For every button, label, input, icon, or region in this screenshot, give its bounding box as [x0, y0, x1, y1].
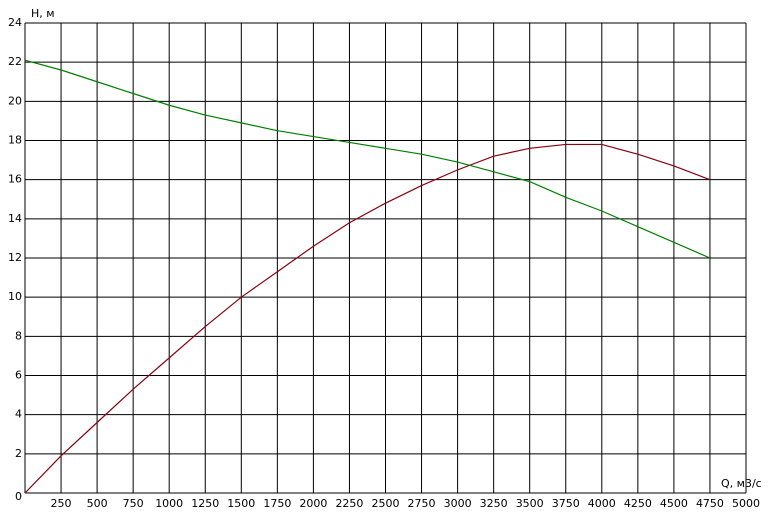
x-axis-label: Q, м3/с: [721, 477, 762, 490]
line-series: [24, 143, 711, 494]
y-tick-label: 18: [8, 134, 22, 147]
y-tick-label: 10: [8, 290, 22, 303]
y-tick-label: 16: [8, 173, 22, 186]
y-tick-label: 20: [8, 94, 22, 107]
x-tick-label: 4250: [624, 497, 652, 510]
y-tick-label: 12: [8, 251, 22, 264]
x-tick-label: 4750: [696, 497, 724, 510]
y-tick-label: 24: [8, 16, 22, 29]
y-tick-label: 0: [15, 490, 22, 503]
x-tick-label: 3500: [516, 497, 544, 510]
y-tick-label: 22: [8, 55, 22, 68]
y-tick-label: 4: [15, 408, 22, 421]
y-axis-label: H, м: [31, 7, 55, 20]
x-tick-label: 2250: [335, 497, 363, 510]
x-tick-label: 1000: [155, 497, 183, 510]
x-tick-label: 1250: [191, 497, 219, 510]
x-tick-label: 750: [123, 497, 144, 510]
x-tick-label: 2500: [372, 497, 400, 510]
x-tick-label: 3250: [480, 497, 508, 510]
x-tick-label: 3750: [552, 497, 580, 510]
y-tick-label: 2: [15, 447, 22, 460]
x-tick-label: 5000: [732, 497, 760, 510]
y-tick-label: 8: [15, 329, 22, 342]
y-tick-label: 6: [15, 369, 22, 382]
x-tick-label: 250: [51, 497, 72, 510]
x-tick-label: 500: [87, 497, 108, 510]
x-tick-label: 1750: [263, 497, 291, 510]
x-tick-label: 4000: [588, 497, 616, 510]
line-series: [24, 59, 711, 259]
x-tick-label: 3000: [444, 497, 472, 510]
x-tick-label: 2000: [299, 497, 327, 510]
x-tick-label: 4500: [660, 497, 688, 510]
y-tick-label: 14: [8, 212, 22, 225]
x-tick-label: 2750: [408, 497, 436, 510]
x-tick-label: 1500: [227, 497, 255, 510]
